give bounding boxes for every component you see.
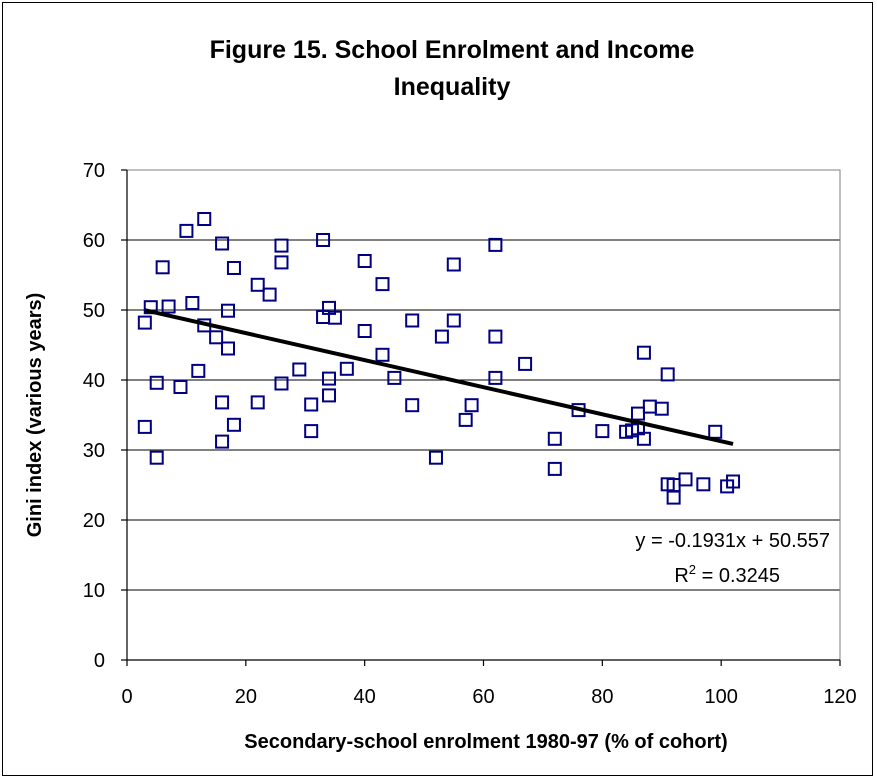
data-point (446, 313, 461, 328)
data-point (434, 329, 449, 344)
data-point (149, 375, 164, 390)
data-point (726, 474, 741, 489)
data-point (262, 287, 277, 302)
r-squared-prefix: R (674, 565, 688, 587)
x-tick-labels: 0 20 40 60 80 100 120 (121, 660, 857, 708)
data-point (274, 255, 289, 270)
data-point (327, 310, 342, 325)
x-tick-label: 40 (354, 686, 376, 708)
data-point (137, 315, 152, 330)
data-point (250, 395, 265, 410)
y-tick-label: 40 (83, 370, 105, 392)
trendline (144, 308, 734, 446)
data-point (221, 341, 236, 356)
data-point (518, 356, 533, 371)
r-squared-value: = 0.3245 (696, 565, 780, 587)
x-tick-label: 60 (472, 686, 494, 708)
data-point (339, 361, 354, 376)
r-squared-label: R2 = 0.3245 (674, 562, 780, 587)
data-point (274, 238, 289, 253)
data-point (696, 477, 711, 492)
y-tick-label: 10 (83, 580, 105, 602)
y-axis-title: Gini index (various years) (24, 293, 46, 538)
data-point (322, 371, 337, 386)
y-tick-label: 20 (83, 510, 105, 532)
x-tick-label: 100 (704, 686, 737, 708)
trendline-equation: y = -0.1931x + 50.557 (635, 530, 830, 552)
data-point (191, 363, 206, 378)
data-point (446, 257, 461, 272)
data-point (428, 450, 443, 465)
data-point (304, 397, 319, 412)
data-point (137, 419, 152, 434)
data-point (630, 406, 645, 421)
data-point (250, 277, 265, 292)
data-point (387, 370, 402, 385)
data-point (149, 450, 164, 465)
gridlines (127, 169, 840, 591)
data-point (209, 330, 224, 345)
data-point (547, 431, 562, 446)
data-point (678, 472, 693, 487)
y-tick-label: 50 (83, 300, 105, 322)
data-point (316, 233, 331, 247)
y-tick-label: 30 (83, 440, 105, 462)
r-squared-superscript: 2 (689, 562, 696, 577)
data-point (375, 277, 390, 292)
data-point (642, 399, 657, 414)
data-point (161, 299, 176, 314)
data-point (221, 303, 236, 318)
data-point (660, 367, 675, 382)
data-point (488, 237, 503, 252)
trendline-group (144, 308, 734, 446)
y-tick-label: 0 (94, 650, 105, 672)
data-point (215, 434, 230, 449)
data-point (636, 345, 651, 360)
x-tick-label: 0 (121, 686, 132, 708)
data-point (179, 223, 194, 238)
data-point (375, 347, 390, 362)
data-point (322, 388, 337, 403)
y-tick-labels: 0 10 20 30 40 50 60 70 (83, 160, 127, 672)
data-point (357, 254, 372, 268)
chart-title-line1: Figure 15. School Enrolment and Income (210, 36, 695, 64)
data-points (137, 212, 741, 505)
data-point (708, 424, 723, 439)
data-point (488, 370, 503, 385)
data-point (458, 412, 473, 427)
data-point (595, 424, 610, 439)
y-tick-label: 60 (83, 230, 105, 252)
data-point (304, 424, 319, 439)
data-point (654, 401, 669, 416)
data-point (173, 380, 188, 394)
data-point (274, 376, 289, 391)
x-tick-label: 120 (823, 686, 856, 708)
data-point (292, 362, 307, 377)
data-point (197, 212, 212, 226)
data-point (215, 236, 230, 251)
data-point (405, 313, 420, 328)
data-point (226, 261, 241, 275)
x-axis-title: Secondary-school enrolment 1980-97 (% of… (244, 731, 727, 753)
data-point (185, 296, 200, 310)
data-point (155, 260, 170, 275)
data-point (547, 461, 562, 476)
data-point (666, 490, 681, 505)
y-tick-label: 70 (83, 160, 105, 182)
data-point (636, 431, 651, 446)
x-tick-label: 80 (591, 686, 613, 708)
x-tick-label: 20 (235, 686, 257, 708)
data-point (464, 398, 479, 413)
data-point (215, 395, 230, 410)
data-point (488, 329, 503, 344)
data-point (226, 417, 241, 432)
chart-title-line2: Inequality (394, 73, 511, 101)
data-point (405, 398, 420, 413)
data-point (357, 324, 372, 338)
